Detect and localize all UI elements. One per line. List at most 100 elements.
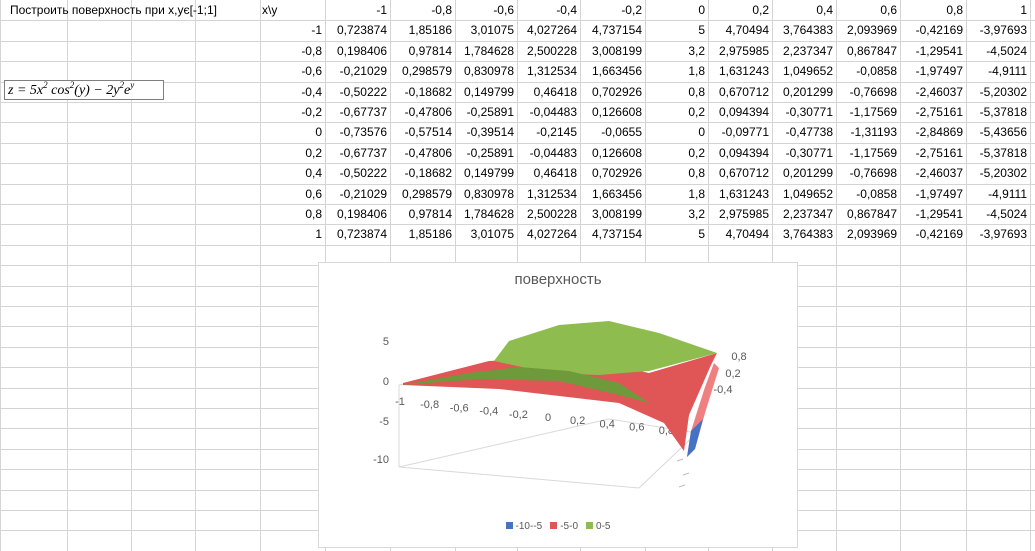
data-cell[interactable]: -0,67737 [339, 105, 387, 119]
data-cell[interactable]: 0,094394 [718, 146, 769, 160]
data-cell[interactable]: 0,46418 [533, 166, 577, 180]
row-x-label-cell[interactable]: -0,4 [301, 85, 322, 99]
data-cell[interactable]: 1,85186 [408, 227, 452, 241]
data-cell[interactable]: 0,867847 [846, 44, 897, 58]
data-cell[interactable]: 4,737154 [591, 23, 642, 37]
data-cell[interactable]: -0,39514 [466, 125, 514, 139]
data-cell[interactable]: 0,702926 [591, 85, 642, 99]
data-cell[interactable]: 2,093969 [846, 23, 897, 37]
data-cell[interactable]: 0,8 [688, 85, 705, 99]
data-cell[interactable]: 1,8 [688, 187, 705, 201]
data-cell[interactable]: -2,46037 [915, 85, 963, 99]
data-cell[interactable]: 0,126608 [591, 146, 642, 160]
col-header-cell[interactable]: -1 [376, 3, 387, 17]
data-cell[interactable]: -0,50222 [339, 85, 387, 99]
data-cell[interactable]: -5,20302 [979, 85, 1027, 99]
row-x-label-cell[interactable]: 1 [315, 227, 322, 241]
data-cell[interactable]: -0,50222 [339, 166, 387, 180]
data-cell[interactable]: -1,97497 [915, 187, 963, 201]
formula-object[interactable]: z = 5x2 cos2(y) − 2y2ey [4, 80, 164, 100]
data-cell[interactable]: 1,049652 [782, 64, 833, 78]
data-cell[interactable]: -1,29541 [915, 44, 963, 58]
data-cell[interactable]: 0,46418 [533, 85, 577, 99]
data-cell[interactable]: 2,093969 [846, 227, 897, 241]
col-header-cell[interactable]: -0,8 [431, 3, 452, 17]
data-cell[interactable]: -0,25891 [466, 146, 514, 160]
data-cell[interactable]: -4,9111 [988, 64, 1027, 78]
data-cell[interactable]: -2,84869 [915, 125, 963, 139]
data-cell[interactable]: -1,97497 [915, 64, 963, 78]
data-cell[interactable]: -3,97693 [979, 23, 1027, 37]
data-cell[interactable]: 5 [698, 227, 705, 241]
data-cell[interactable]: 2,500228 [526, 44, 577, 58]
legend-item[interactable]: -5-0 [550, 521, 578, 532]
data-cell[interactable]: 3,008199 [591, 44, 642, 58]
data-cell[interactable]: 1,049652 [782, 187, 833, 201]
row-x-label-cell[interactable]: -1 [311, 23, 322, 37]
data-cell[interactable]: 0,298579 [401, 187, 452, 201]
data-cell[interactable]: 0,2 [688, 146, 705, 160]
data-cell[interactable]: 3,764383 [782, 23, 833, 37]
data-cell[interactable]: 0,867847 [846, 207, 897, 221]
data-cell[interactable]: -0,21029 [339, 64, 387, 78]
data-cell[interactable]: -0,04483 [529, 146, 577, 160]
data-cell[interactable]: -0,0655 [601, 125, 642, 139]
data-cell[interactable]: -0,47738 [785, 125, 833, 139]
data-cell[interactable]: -3,97693 [979, 227, 1027, 241]
data-cell[interactable]: 2,975985 [718, 207, 769, 221]
data-cell[interactable]: -0,30771 [785, 146, 833, 160]
data-cell[interactable]: -0,76698 [849, 85, 897, 99]
data-cell[interactable]: -0,0858 [856, 64, 897, 78]
row-x-label-cell[interactable]: 0,4 [305, 166, 322, 180]
row-x-label-cell[interactable]: 0,6 [305, 187, 322, 201]
data-cell[interactable]: 2,237347 [782, 44, 833, 58]
data-cell[interactable]: 3,01075 [470, 23, 514, 37]
data-cell[interactable]: -2,75161 [915, 105, 963, 119]
data-cell[interactable]: -2,75161 [915, 146, 963, 160]
col-header-cell[interactable]: -0,4 [556, 3, 577, 17]
surface-chart[interactable]: поверхность 5 0 -5 -10 -1 -0,8 -0,6 -0,4 -0,2 0 0,… [318, 262, 798, 548]
data-cell[interactable]: 0,298579 [401, 64, 452, 78]
col-header-cell[interactable]: -0,6 [493, 3, 514, 17]
data-cell[interactable]: -0,18682 [404, 166, 452, 180]
data-cell[interactable]: -4,9111 [988, 187, 1027, 201]
data-cell[interactable]: 0,198406 [336, 44, 387, 58]
data-cell[interactable]: -5,37818 [979, 146, 1027, 160]
row-x-label-cell[interactable]: -0,8 [301, 44, 322, 58]
data-cell[interactable]: 0,8 [688, 166, 705, 180]
data-cell[interactable]: -0,42169 [915, 23, 963, 37]
data-cell[interactable]: 2,500228 [526, 207, 577, 221]
row-x-label-cell[interactable]: -0,6 [301, 64, 322, 78]
data-cell[interactable]: -0,47806 [404, 146, 452, 160]
data-cell[interactable]: 1,85186 [408, 23, 452, 37]
data-cell[interactable]: -0,09771 [721, 125, 769, 139]
col-header-cell[interactable]: 0,6 [880, 3, 897, 17]
data-cell[interactable]: 0,97814 [408, 207, 452, 221]
data-cell[interactable]: -0,42169 [915, 227, 963, 241]
data-cell[interactable]: 4,70494 [725, 227, 769, 241]
data-cell[interactable]: 0,198406 [336, 207, 387, 221]
data-cell[interactable]: -4,5024 [986, 44, 1027, 58]
row-x-label-cell[interactable]: 0,2 [305, 146, 322, 160]
data-cell[interactable]: 1,784628 [463, 207, 514, 221]
data-cell[interactable]: 0,830978 [463, 187, 514, 201]
row-x-label-cell[interactable]: 0 [315, 125, 322, 139]
data-cell[interactable]: -0,25891 [466, 105, 514, 119]
data-cell[interactable]: 4,70494 [725, 23, 769, 37]
data-cell[interactable]: -1,31193 [850, 125, 897, 139]
data-cell[interactable]: -1,29541 [915, 207, 963, 221]
data-cell[interactable]: 0,723874 [336, 23, 387, 37]
col-header-cell[interactable]: 0,8 [946, 3, 963, 17]
data-cell[interactable]: -0,76698 [849, 166, 897, 180]
data-cell[interactable]: 0,201299 [782, 166, 833, 180]
data-cell[interactable]: 0,149799 [463, 166, 514, 180]
data-cell[interactable]: -1,17569 [849, 105, 897, 119]
legend-item[interactable]: -10--5 [505, 521, 542, 532]
data-cell[interactable]: -4,5024 [986, 207, 1027, 221]
data-cell[interactable]: 1,784628 [463, 44, 514, 58]
data-cell[interactable]: -0,73576 [339, 125, 387, 139]
data-cell[interactable]: 0,2 [688, 105, 705, 119]
data-cell[interactable]: 0,97814 [408, 44, 452, 58]
data-cell[interactable]: 0 [698, 125, 705, 139]
data-cell[interactable]: -0,0858 [856, 187, 897, 201]
